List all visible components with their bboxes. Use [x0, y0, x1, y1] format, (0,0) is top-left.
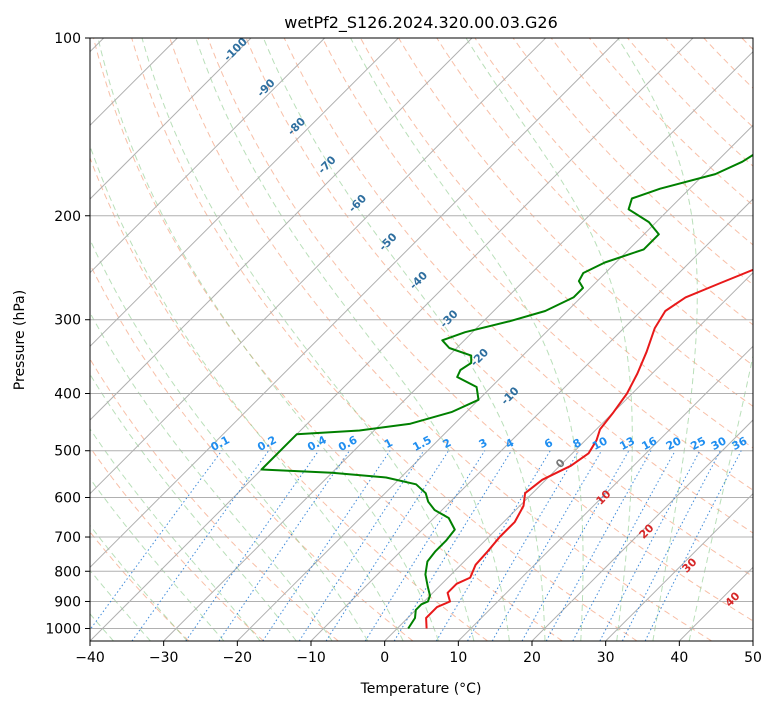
moist-adiabat — [617, 38, 698, 641]
profile-lines — [260, 153, 753, 630]
dry-adiabat — [92, 38, 563, 641]
y-tick-label: 1000 — [45, 621, 81, 637]
mixing-ratio-label: 25 — [688, 434, 708, 453]
isotherm — [384, 271, 753, 641]
moist-adiabat — [97, 38, 439, 641]
mixing-ratio-line — [90, 450, 223, 631]
moist-adiabat — [688, 353, 753, 641]
y-tick-label: 900 — [54, 594, 81, 610]
y-tick-label: 200 — [54, 209, 81, 225]
y-tick-label: 600 — [54, 490, 81, 506]
temperature-profile-line — [425, 268, 753, 629]
dry-adiabat — [359, 38, 753, 449]
isotherm — [90, 38, 620, 569]
x-tick-label: 0 — [380, 650, 389, 666]
mixing-ratio-label: 16 — [640, 434, 660, 453]
mixing-ratio-line — [131, 450, 270, 641]
dry-adiabat — [90, 446, 264, 641]
moist-adiabat — [465, 38, 633, 641]
mixing-ratio-line — [644, 450, 742, 641]
dry-adiabat — [283, 38, 753, 534]
dry-adiabat — [90, 358, 339, 641]
moist-adiabat — [90, 477, 225, 641]
isotherm — [457, 345, 753, 641]
mixing-ratio-label: 36 — [730, 434, 750, 453]
mixing-ratio-label: 13 — [617, 434, 637, 453]
moist-adiabat — [262, 38, 546, 641]
dewpoint-profile-line — [260, 153, 753, 630]
isotherm — [310, 198, 753, 641]
dry-adiabat — [131, 38, 638, 641]
y-tick-label: 500 — [54, 444, 81, 460]
x-tick-label: −10 — [296, 650, 326, 666]
dry-adiabat — [398, 38, 753, 407]
dry-adiabat — [90, 263, 414, 641]
isotherm — [90, 38, 399, 348]
mixing-ratio-line — [185, 450, 320, 641]
mixing-ratio-line — [521, 450, 630, 641]
moist-adiabat — [90, 144, 404, 641]
y-axis: 100 200 300 400 500 600 700 800 900 1000 — [45, 31, 90, 637]
mixing-ratio-line — [262, 450, 391, 641]
mixing-ratio-line — [325, 450, 450, 641]
moist-adiabat — [90, 311, 333, 641]
dry-adiabat — [90, 156, 488, 641]
y-tick-label: 100 — [54, 31, 81, 47]
y-tick-label: 400 — [54, 387, 81, 403]
mixing-ratio-line — [621, 450, 721, 641]
isotherm — [90, 38, 547, 495]
isotherm — [236, 124, 753, 641]
moist-adiabat — [90, 238, 369, 641]
isotherm — [90, 38, 326, 274]
isotherm — [531, 419, 753, 641]
x-tick-label: 10 — [449, 650, 467, 666]
x-tick-label: −20 — [223, 650, 253, 666]
x-axis-title: Temperature (°C) — [360, 681, 482, 697]
x-tick-label: 20 — [523, 650, 541, 666]
dry-adiabat — [321, 38, 753, 491]
moist-adiabat — [350, 38, 584, 641]
mixing-ratio-line — [364, 450, 486, 641]
isotherm — [90, 38, 694, 641]
mixing-ratio-label: 20 — [664, 434, 684, 453]
x-tick-label: −30 — [149, 650, 179, 666]
mixing-ratio-line — [491, 450, 602, 641]
isotherm — [163, 50, 753, 641]
chart-title: wetPf2_S126.2024.320.00.03.G26 — [284, 13, 558, 33]
dry-adiabat — [207, 38, 753, 622]
x-tick-label: 50 — [744, 650, 762, 666]
mixing-ratio-label: 10 — [590, 434, 610, 453]
background-guide-lines — [90, 38, 753, 641]
plot-frame — [89, 37, 754, 642]
x-tick-label: −40 — [75, 650, 105, 666]
y-tick-label: 800 — [54, 564, 81, 580]
mixing-ratio-line — [298, 450, 425, 641]
moist-adiabat — [195, 38, 510, 641]
y-tick-label: 700 — [54, 530, 81, 546]
y-tick-label: 300 — [54, 313, 81, 329]
mixing-ratio-label: 30 — [709, 434, 729, 453]
dry-adiabat — [169, 38, 712, 641]
y-axis-title: Pressure (hPa) — [12, 290, 28, 390]
isotherm — [90, 38, 473, 421]
x-axis: −40 −30 −20 −10 0 10 20 30 40 50 — [75, 641, 762, 666]
x-tick-label: 40 — [670, 650, 688, 666]
isotherm — [90, 38, 252, 200]
moist-adiabat — [90, 569, 151, 641]
moist-adiabat — [90, 427, 261, 641]
mixing-ratio-line — [393, 450, 512, 641]
moist-adiabat — [90, 373, 297, 641]
mixing-ratio-line — [545, 450, 652, 641]
mixing-ratio-line — [218, 450, 350, 641]
isotherm — [605, 492, 753, 641]
moist-adiabat — [141, 38, 475, 641]
x-tick-label: 30 — [597, 650, 615, 666]
dry-adiabat — [245, 38, 753, 578]
